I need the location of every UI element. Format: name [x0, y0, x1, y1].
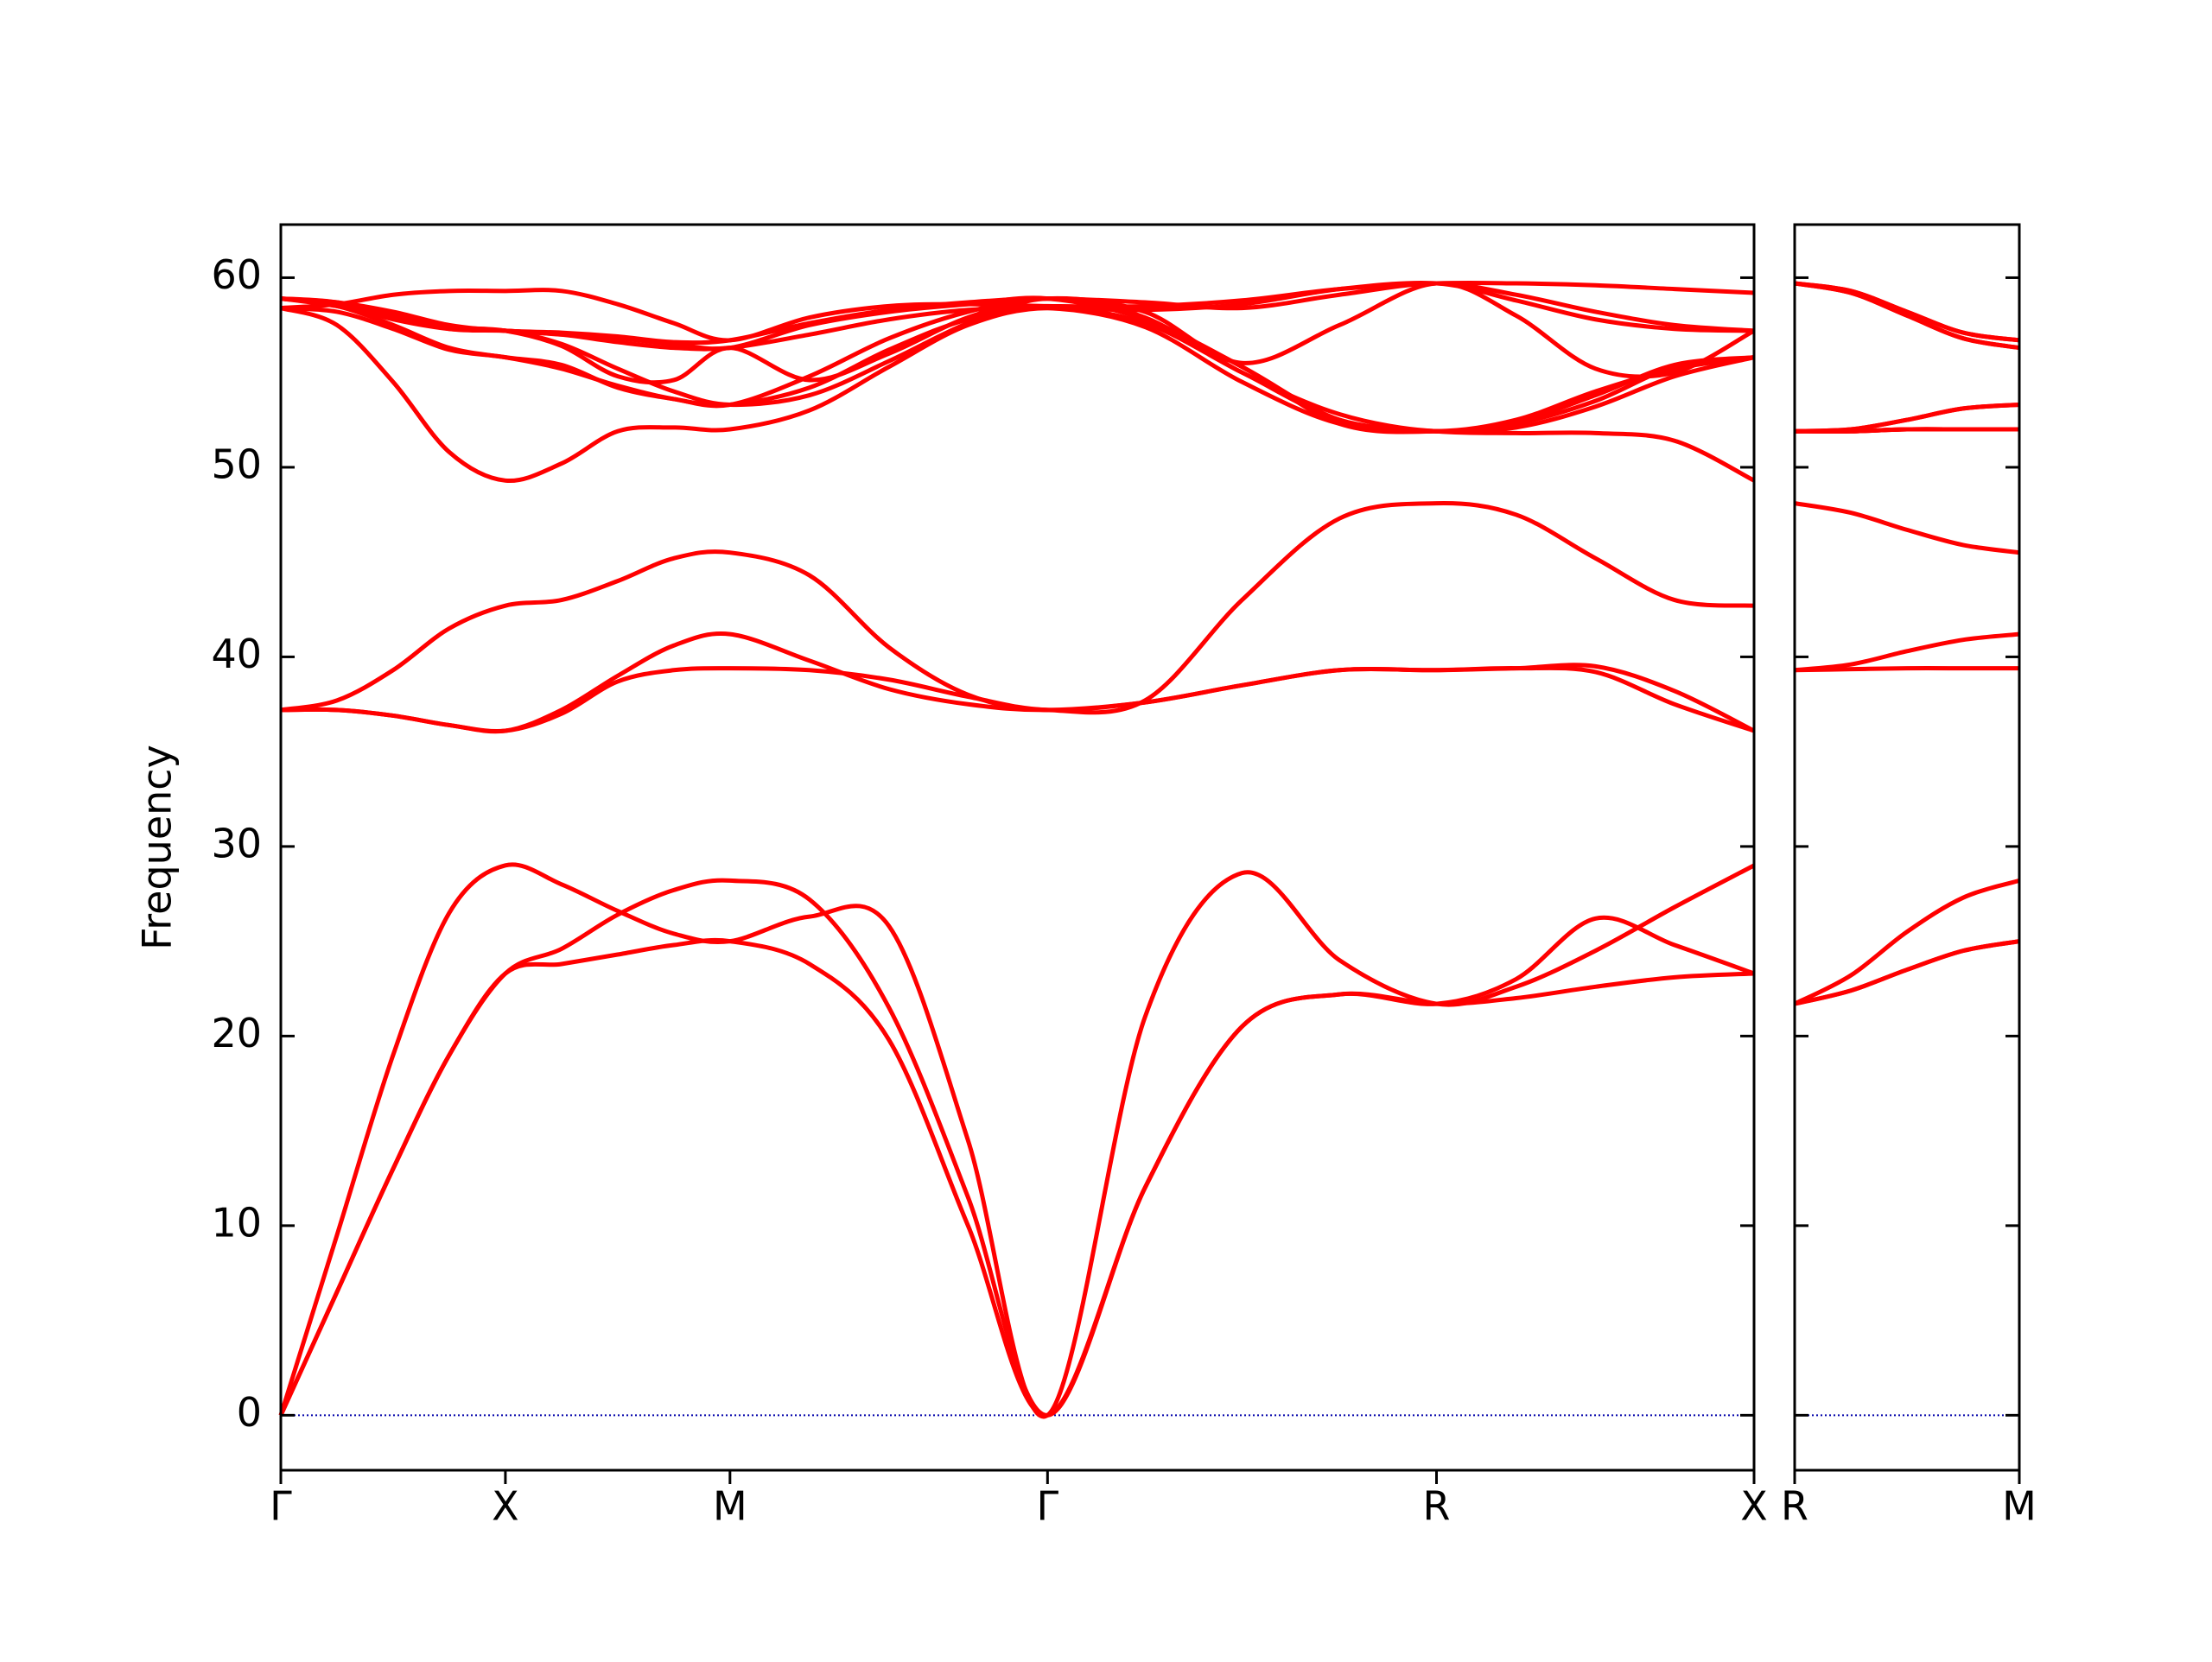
band-line: [280, 306, 1756, 484]
y-tick-label: 20: [211, 1010, 262, 1056]
y-tick-label: 30: [211, 820, 262, 866]
band-line: [1794, 281, 2020, 351]
plot-frame: [279, 223, 1756, 1472]
band-line: [280, 281, 1755, 346]
band-line: [280, 665, 1755, 733]
y-tick-label: 60: [211, 251, 262, 298]
band-line: [1794, 501, 2020, 555]
plot-frame: [1793, 223, 2021, 1472]
band-line: [1794, 939, 2020, 1006]
y-tick-label: 0: [237, 1389, 262, 1436]
y-tick-label: 40: [211, 631, 262, 677]
band-line: [278, 862, 1756, 1419]
band-line: [1794, 666, 2019, 673]
x-tick-label: R: [1423, 1483, 1451, 1530]
band-line: [1794, 427, 2019, 434]
x-tick-label: X: [492, 1483, 519, 1530]
band-line: [280, 501, 1755, 715]
band-line: [1793, 879, 2020, 1006]
x-tick-label: M: [2002, 1483, 2037, 1530]
band-line: [278, 878, 1755, 1418]
y-tick-label: 50: [211, 441, 262, 487]
x-tick-label: M: [713, 1483, 747, 1530]
x-tick-label: Γ: [1037, 1483, 1059, 1530]
y-axis-label: Frequency: [134, 745, 181, 950]
band-line: [1794, 631, 2020, 673]
x-tick-label: X: [1740, 1483, 1768, 1530]
y-tick-label: 10: [211, 1199, 262, 1246]
x-tick-label: R: [1781, 1483, 1808, 1530]
x-tick-label: Γ: [270, 1483, 292, 1530]
